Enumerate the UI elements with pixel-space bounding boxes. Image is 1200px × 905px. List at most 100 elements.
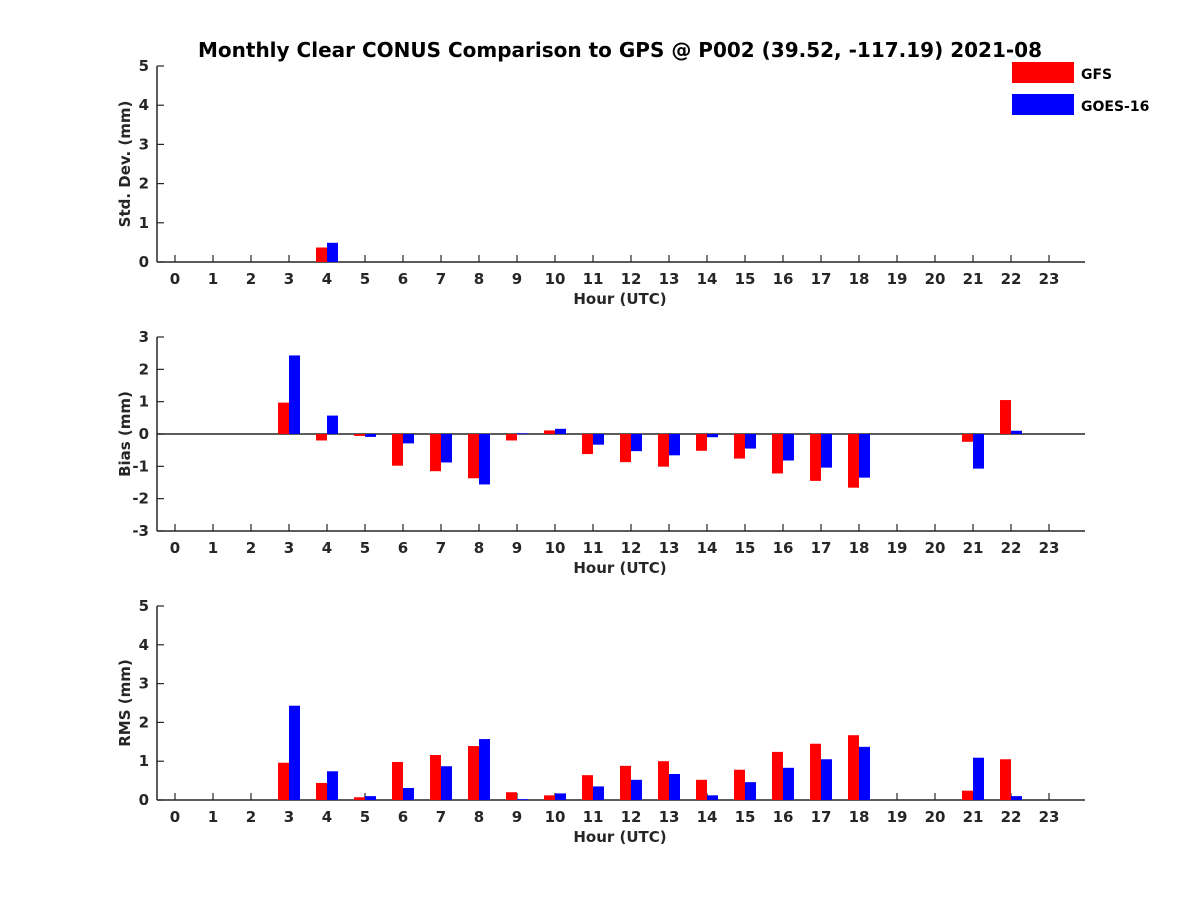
rms-bar-goes16-h9 [517,799,528,801]
bias-bar-gfs-h15 [734,434,745,459]
std-dev-x-tick-label: 14 [697,270,718,288]
bias-x-tick-label: 5 [360,539,370,557]
bias-x-tick-label: 4 [322,539,332,557]
bias-bar-gfs-h11 [582,434,593,455]
rms-x-tick-label: 17 [811,808,832,826]
std-dev-x-tick-label: 11 [583,270,604,288]
rms-bar-goes16-h10 [555,793,566,800]
bias-bar-gfs-h5 [354,434,365,436]
bias-bar-goes16-h7 [441,434,452,463]
rms-x-axis-label: Hour (UTC) [573,828,666,846]
rms-bar-gfs-h9 [506,792,517,800]
std-dev-x-tick-label: 22 [1001,270,1022,288]
rms-bar-goes16-h12 [631,779,642,800]
rms-bar-gfs-h7 [430,754,441,800]
std-dev-x-tick-label: 23 [1039,270,1060,288]
bias-x-tick-label: 9 [512,539,522,557]
bias-x-tick-label: 19 [887,539,908,557]
rms-x-tick-label: 6 [398,808,408,826]
bias-x-axis-label: Hour (UTC) [573,559,666,577]
bias-bar-goes16-h9 [517,433,528,435]
std-dev-x-tick-label: 8 [474,270,484,288]
bias-x-tick-label: 3 [284,539,294,557]
rms-bar-goes16-h14 [707,795,718,800]
bias-bar-goes16-h13 [669,434,680,456]
bias-x-tick-label: 1 [208,539,218,557]
rms-y-tick-label: 2 [139,713,149,731]
rms-x-tick-label: 11 [583,808,604,826]
std-dev-y-tick-label: 4 [139,96,149,114]
rms-x-tick-label: 4 [322,808,332,826]
rms-bar-gfs-h11 [582,775,593,800]
rms-bar-gfs-h18 [848,735,859,800]
bias-y-tick-label: 0 [139,425,149,443]
rms-bar-gfs-h22 [1000,759,1011,800]
rms-y-tick-label: 4 [139,636,149,654]
rms-bar-gfs-h3 [278,762,289,800]
rms-bar-gfs-h17 [810,743,821,800]
rms-bar-goes16-h3 [289,705,300,800]
rms-bar-gfs-h12 [620,765,631,800]
rms-bar-goes16-h4 [327,771,338,800]
legend-label-gfs: GFS [1081,67,1112,83]
bias-x-tick-label: 8 [474,539,484,557]
bias-x-tick-label: 12 [621,539,642,557]
std-dev-x-tick-label: 19 [887,270,908,288]
chart-title: Monthly Clear CONUS Comparison to GPS @ … [198,38,1042,62]
rms-bar-goes16-h6 [403,787,414,800]
rms-bar-goes16-h13 [669,774,680,800]
bias-bar-goes16-h16 [783,434,794,461]
bias-y-tick-label: 1 [139,393,149,411]
rms-x-tick-label: 7 [436,808,446,826]
bias-bar-goes16-h4 [327,415,338,434]
bias-bar-gfs-h7 [430,434,441,472]
bias-bar-goes16-h5 [365,434,376,437]
std-dev-x-tick-label: 0 [170,270,180,288]
std-dev-x-tick-label: 21 [963,270,984,288]
rms-bar-gfs-h14 [696,779,707,800]
bias-bar-goes16-h10 [555,428,566,434]
std-dev-x-tick-label: 7 [436,270,446,288]
rms-x-tick-label: 1 [208,808,218,826]
rms-bar-gfs-h13 [658,761,669,800]
std-dev-x-tick-label: 16 [773,270,794,288]
bias-x-tick-label: 16 [773,539,794,557]
std-dev-x-tick-label: 2 [246,270,256,288]
bias-bar-gfs-h6 [392,434,403,466]
bias-bar-gfs-h21 [962,434,973,442]
std-dev-x-tick-label: 15 [735,270,756,288]
bias-bar-gfs-h22 [1000,400,1011,434]
bias-y-tick-label: 3 [139,328,149,346]
bias-x-tick-label: 22 [1001,539,1022,557]
std-dev-y-tick-label: 1 [139,214,149,232]
bias-bar-gfs-h16 [772,434,783,474]
bias-x-tick-label: 21 [963,539,984,557]
rms-x-tick-label: 21 [963,808,984,826]
bias-bar-goes16-h14 [707,434,718,438]
std-dev-x-tick-label: 5 [360,270,370,288]
std-dev-x-tick-label: 6 [398,270,408,288]
rms-bar-gfs-h6 [392,761,403,800]
bias-x-tick-label: 13 [659,539,680,557]
bias-bar-gfs-h9 [506,434,517,441]
rms-y-tick-label: 3 [139,675,149,693]
std-dev-x-tick-label: 10 [545,270,566,288]
bias-x-tick-label: 0 [170,539,180,557]
rms-x-tick-label: 0 [170,808,180,826]
std-dev-x-tick-label: 20 [925,270,946,288]
rms-x-tick-label: 15 [735,808,756,826]
rms-x-tick-label: 19 [887,808,908,826]
rms-x-tick-label: 9 [512,808,522,826]
std-dev-x-tick-label: 4 [322,270,332,288]
legend-swatch-goes16 [1012,94,1074,115]
std-dev-y-tick-label: 0 [139,253,149,271]
std-dev-x-tick-label: 3 [284,270,294,288]
bias-bar-goes16-h3 [289,355,300,434]
bias-x-tick-label: 7 [436,539,446,557]
bias-x-tick-label: 14 [697,539,718,557]
rms-y-tick-label: 1 [139,752,149,770]
rms-bar-gfs-h5 [354,797,365,800]
